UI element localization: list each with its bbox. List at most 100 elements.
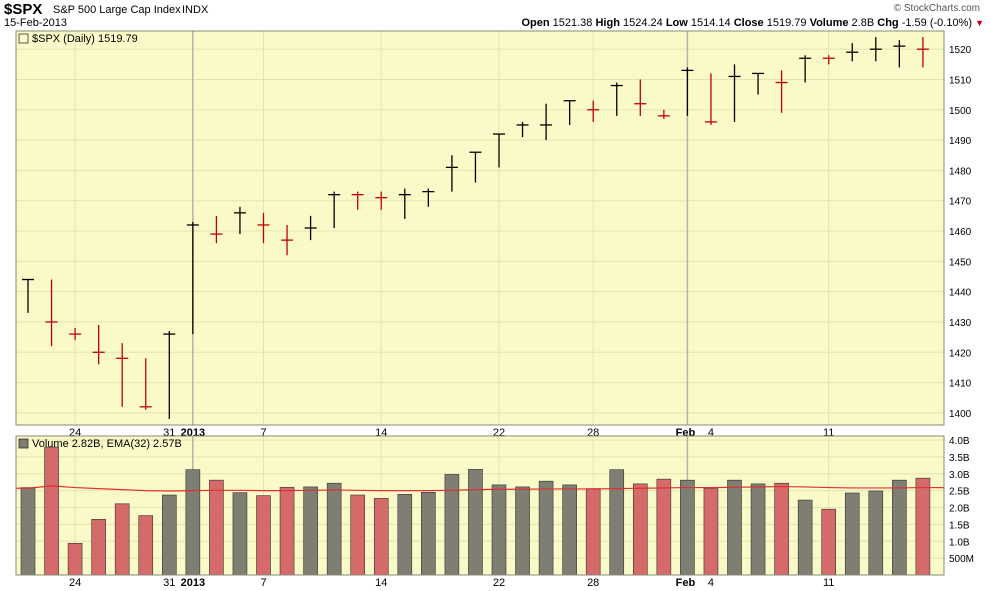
ohlc-bar	[163, 331, 176, 419]
volume-bar	[20, 487, 36, 576]
price-x-tick-label: 2013	[181, 427, 205, 439]
price-tick-label: 1400	[949, 409, 972, 420]
volume-bar	[703, 488, 719, 576]
ohlc-bar	[116, 343, 129, 407]
ohlc-bar	[69, 328, 82, 341]
volume-bar	[421, 492, 436, 576]
ohlc-bar	[822, 55, 835, 65]
ohlc-bar	[516, 121, 529, 138]
volume-x-tick-label: 4	[708, 577, 714, 589]
volume-bar	[491, 484, 507, 576]
ohlc-bar	[634, 79, 647, 116]
ohlc-bar	[728, 64, 741, 122]
ohlc-bar	[186, 221, 199, 335]
ohlc-bar	[22, 278, 34, 313]
volume-bar	[844, 492, 860, 576]
ohlc-bar	[139, 358, 152, 410]
price-x-tick-label: 11	[823, 427, 834, 439]
volume-tick-label: 4.0B	[949, 436, 970, 447]
price-tick-label: 1430	[949, 318, 972, 329]
ohlc-bar	[775, 70, 788, 113]
close-label: Close	[733, 17, 764, 29]
price-tick-label: 1500	[949, 106, 972, 117]
volume-bar	[350, 494, 366, 576]
ohlc-bar	[375, 191, 388, 210]
volume-bar	[774, 482, 789, 576]
price-tick-label: 1510	[949, 75, 972, 86]
volume-bar	[680, 479, 695, 576]
volume-value: 2.8B	[851, 17, 875, 29]
volume-bar	[609, 469, 625, 576]
volume-bar	[114, 503, 130, 576]
ohlc-bar	[657, 109, 670, 119]
price-panel-border	[15, 30, 945, 426]
ohlc-bar	[893, 40, 906, 68]
chart-date: 15-Feb-2013	[4, 17, 67, 29]
stockcharts-watermark: © StockCharts.com	[893, 3, 980, 14]
price-tick-label: 1420	[949, 348, 972, 359]
price-tick-label: 1490	[949, 136, 972, 147]
open-value: 1521.38	[552, 17, 593, 29]
volume-tick-label: 3.0B	[949, 470, 970, 481]
ohlc-bar	[304, 215, 317, 241]
volume-bar	[256, 495, 271, 576]
volume-bar	[303, 486, 318, 576]
ohlc-bar	[704, 73, 717, 125]
ohlc-bar	[493, 133, 505, 168]
ohlc-bar	[563, 100, 576, 125]
volume-bar	[373, 498, 389, 576]
low-label: Low	[665, 17, 688, 29]
high-label: High	[595, 17, 620, 29]
ohlc-bar	[469, 151, 482, 183]
ohlc-bar	[610, 82, 623, 116]
price-tick-label: 1450	[949, 257, 972, 268]
volume-tick-label: 2.0B	[949, 504, 970, 515]
volume-bar	[91, 519, 106, 576]
volume-tick-label: 1.5B	[949, 520, 970, 531]
price-tick-label: 1460	[949, 227, 972, 238]
ohlc-bar	[281, 224, 294, 256]
ohlc-bar	[587, 100, 600, 122]
volume-label: Volume	[809, 17, 849, 29]
volume-x-tick-label: 22	[493, 577, 505, 589]
price-tick-label: 1470	[949, 197, 972, 208]
ohlc-bar	[398, 188, 411, 219]
price-legend-icon	[18, 33, 29, 44]
price-panel	[15, 30, 945, 426]
volume-bar	[397, 494, 413, 576]
volume-legend-icon	[18, 438, 29, 449]
price-x-tick-label: 14	[375, 427, 387, 439]
ohlc-bar	[351, 191, 364, 210]
ohlc-bar	[233, 206, 246, 235]
ohlc-bar	[210, 215, 223, 244]
ema-line	[16, 485, 944, 492]
volume-bar	[727, 479, 742, 576]
price-x-tick-label: Feb	[676, 427, 696, 439]
price-x-tick-label: 7	[260, 427, 266, 439]
volume-x-tick-label: 2013	[181, 577, 205, 589]
volume-x-tick-label: Feb	[676, 577, 696, 589]
ohlc-bar	[257, 212, 270, 244]
volume-legend: Volume 2.82B, EMA(32) 2.57B	[32, 438, 182, 450]
volume-bar	[656, 478, 672, 576]
ohlc-bar	[422, 188, 435, 207]
price-tick-label: 1520	[949, 45, 972, 56]
ohlc-bar	[916, 37, 929, 68]
volume-x-tick-label: 7	[260, 577, 266, 589]
volume-bar	[232, 492, 248, 576]
ohlc-bar	[92, 324, 105, 365]
volume-bar	[797, 499, 813, 576]
volume-bar	[892, 479, 907, 576]
volume-bar	[585, 488, 601, 576]
price-x-tick-label: 4	[708, 427, 714, 439]
ohlc-summary: Open 1521.38 High 1524.24 Low 1514.14 Cl…	[521, 17, 984, 29]
index-name: S&P 500 Large Cap Index	[53, 4, 181, 16]
volume-bar	[632, 483, 648, 576]
exchange-label: INDX	[182, 4, 209, 16]
volume-bar	[468, 469, 483, 576]
ohlc-bar	[752, 72, 765, 95]
volume-bar	[868, 490, 884, 576]
volume-x-tick-label: 11	[823, 577, 834, 589]
ohlc-bar	[869, 37, 882, 62]
